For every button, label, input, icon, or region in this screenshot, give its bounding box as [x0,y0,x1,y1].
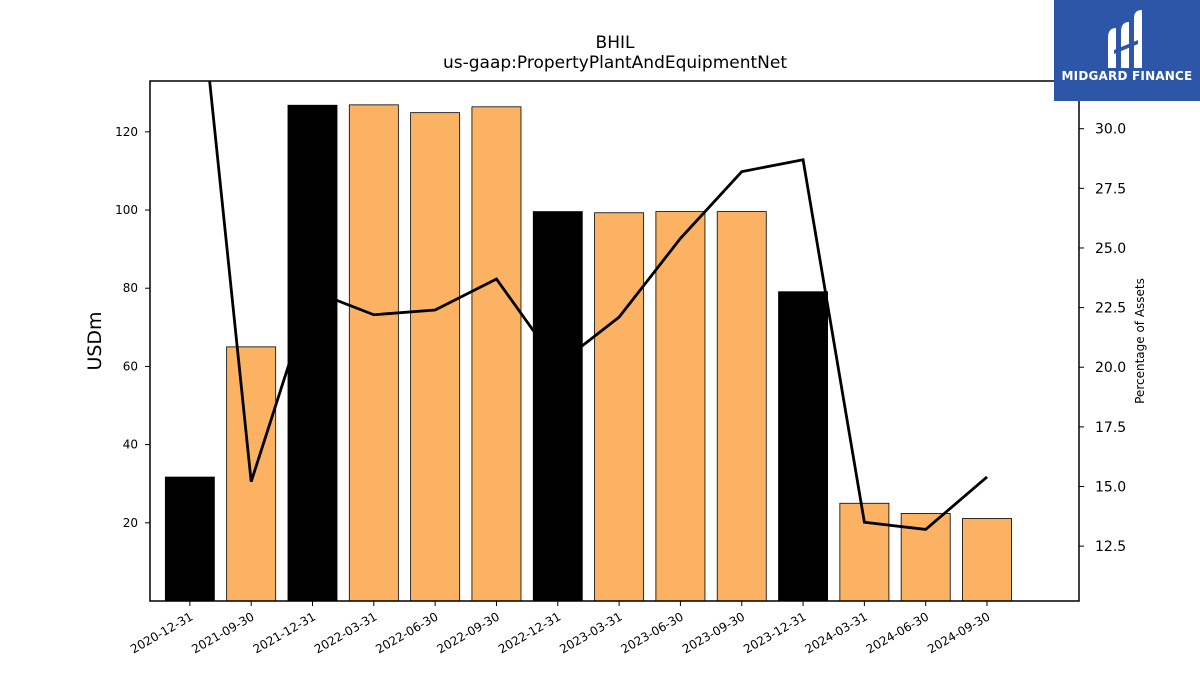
chart-title: BHIL [596,33,635,53]
y-tick-label: 100 [115,203,138,217]
bar-2023-03-31 [594,212,645,602]
x-tick-label: 2024-09-30 [925,609,992,656]
y-tick-label: 20 [123,516,138,530]
y-tick-label: 120 [115,125,138,139]
bar-2021-12-31 [287,104,338,602]
x-tick-label: 2023-12-31 [741,609,808,656]
midgard-finance-logo: MIDGARD FINANCE [1054,0,1200,101]
bar-group [164,104,1012,602]
x-tick-label: 2020-12-31 [128,609,195,656]
x-tick-label: 2021-12-31 [251,609,318,656]
bar-2022-12-31 [532,211,583,602]
logo-text: MIDGARD FINANCE [1061,69,1193,83]
y2-tick-label: 30.0 [1095,122,1126,138]
percentage-line [208,81,988,531]
plot-frame [149,80,1080,602]
chart-subtitle: us-gaap:PropertyPlantAndEquipmentNet [443,53,787,73]
x-tick-label: 2022-03-31 [312,609,379,656]
x-tick-label: 2022-06-30 [373,609,440,656]
x-tick-label: 2023-06-30 [619,609,686,656]
bar-2022-03-31 [348,104,399,602]
y2-axis: 12.5 15.0 17.5 20.0 22.5 25.0 27.5 30.0 [1079,122,1126,555]
y-tick-label: 40 [123,438,138,452]
y-tick-label: 80 [123,281,138,295]
x-tick-label: 2022-09-30 [435,609,502,656]
bar-2020-12-31 [164,476,215,602]
line-group [208,81,988,531]
y-axis-label: USDm [84,311,106,370]
y2-tick-label: 17.5 [1095,420,1126,436]
bar-2022-06-30 [410,112,461,602]
bar-2023-12-31 [778,291,828,602]
y2-axis-label: Percentage of Assets [1133,278,1147,404]
y2-tick-label: 25.0 [1095,241,1126,257]
y-tick-label: 60 [123,359,138,373]
x-tick-label: 2024-03-31 [802,609,869,656]
bar-2023-09-30 [716,211,767,602]
x-tick-label: 2024-06-30 [864,609,931,656]
y2-tick-label: 15.0 [1095,480,1126,496]
y2-tick-label: 27.5 [1095,181,1126,197]
x-tick-label: 2023-09-30 [680,609,747,656]
bar-2023-06-30 [655,211,706,602]
bar-2022-09-30 [471,106,522,602]
y2-tick-label: 20.0 [1095,360,1126,376]
x-tick-label: 2022-12-31 [496,609,563,656]
y2-tick-label: 22.5 [1095,301,1126,317]
x-tick-label: 2021-09-30 [189,609,256,656]
x-tick-label: 2023-03-31 [557,609,624,656]
bar-2024-09-30 [962,518,1012,602]
x-axis: 2020-12-312021-09-302021-12-312022-03-31… [128,601,993,656]
midgard-logo-icon [1108,10,1142,68]
y-axis: 20 40 60 80 100 120 [115,125,150,530]
y2-tick-label: 12.5 [1095,539,1126,555]
